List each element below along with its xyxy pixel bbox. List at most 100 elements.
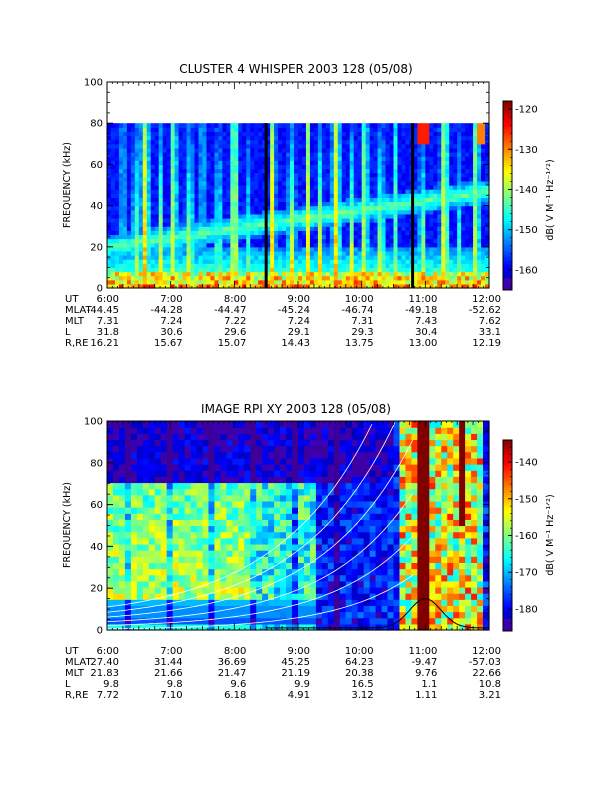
colorbar-swatch	[503, 160, 512, 163]
colorbar-swatch	[503, 509, 512, 513]
ephemeris-value: 21.83	[90, 668, 119, 679]
ephemeris-value: 45.25	[281, 657, 310, 668]
colorbar-swatch	[503, 252, 512, 256]
y-tick-label: 80	[90, 119, 103, 130]
colorbar-swatch	[503, 131, 512, 135]
ephemeris-value: -45.24	[278, 305, 310, 316]
ephemeris-value: 7.24	[160, 316, 182, 327]
colorbar-swatch	[503, 181, 512, 185]
colorbar-swatch	[503, 533, 512, 536]
colorbar-swatch	[503, 490, 512, 494]
colorbar-swatch	[503, 588, 512, 591]
ephemeris-value: 16.21	[90, 338, 119, 349]
colorbar-swatch	[503, 108, 512, 111]
colorbar-swatch	[503, 511, 512, 515]
colorbar-swatch	[503, 110, 512, 114]
ephemeris-value: 7:00	[160, 294, 182, 305]
ephemeris-value: 15.07	[218, 338, 247, 349]
y-tick-label: 20	[90, 242, 103, 253]
colorbar-swatch	[503, 261, 512, 265]
colorbar-swatch	[503, 597, 512, 601]
ephemeris-value: 29.6	[224, 327, 246, 338]
colorbar-swatch	[503, 230, 512, 234]
colorbar-swatch	[503, 604, 512, 608]
cluster-colorbar: -120 -130 -140 -150 -160	[502, 100, 538, 291]
ephemeris-value: 22.66	[472, 668, 501, 679]
colorbar-swatch	[503, 157, 512, 161]
colorbar-swatch	[503, 136, 512, 140]
y-tick-label: 20	[90, 584, 103, 595]
colorbar-swatch	[503, 521, 512, 525]
colorbar-swatch	[503, 456, 512, 460]
colorbar-swatch	[503, 167, 512, 171]
colorbar-swatch	[503, 494, 512, 498]
ephemeris-row-label: MLAT	[65, 305, 92, 316]
colorbar-swatch	[503, 202, 512, 206]
colorbar-swatch	[503, 169, 512, 173]
cluster-y-label: FREQUENCY (kHz)	[62, 142, 73, 228]
cluster-panel: CLUSTER 4 WHISPER 2003 128 (05/08) 0 20 40…	[62, 62, 556, 349]
colorbar-swatch	[503, 155, 512, 159]
ephemeris-value: 27.40	[90, 657, 119, 668]
ephemeris-value: 29.3	[351, 327, 373, 338]
colorbar-tick-label: -130	[515, 145, 538, 156]
y-tick-label: 0	[97, 284, 103, 295]
colorbar-swatch	[503, 480, 512, 484]
colorbar-swatch	[503, 545, 512, 548]
ephemeris-value: 7:00	[160, 646, 182, 657]
colorbar-swatch	[503, 573, 512, 577]
ephemeris-value: 10:00	[345, 294, 374, 305]
ephemeris-value: 12:00	[472, 646, 501, 657]
ephemeris-value: 9.8	[103, 679, 119, 690]
colorbar-swatch	[503, 499, 512, 503]
colorbar-swatch	[503, 447, 512, 451]
ephemeris-value: 7.62	[479, 316, 501, 327]
colorbar-swatch	[503, 468, 512, 472]
colorbar-swatch	[503, 195, 512, 199]
ephemeris-value: 20.38	[345, 668, 374, 679]
cluster-colorbar-label: dB( V M⁻¹ Hz⁻¹ᐟ²)	[545, 159, 556, 240]
colorbar-swatch	[503, 492, 512, 496]
ephemeris-row-label: L	[65, 327, 71, 338]
image-panel: IMAGE RPI XY 2003 128 (05/08) 0 20 40 60 80 1…	[62, 402, 556, 701]
colorbar-swatch	[503, 473, 512, 477]
ephemeris-value: -49.18	[405, 305, 437, 316]
colorbar-swatch	[503, 245, 512, 248]
y-tick-label: 40	[90, 542, 103, 553]
ephemeris-value: 3.12	[351, 690, 373, 701]
colorbar-swatch	[503, 209, 512, 213]
colorbar-swatch	[503, 502, 512, 505]
colorbar-swatch	[503, 162, 512, 166]
colorbar-swatch	[503, 537, 512, 541]
colorbar-swatch	[503, 442, 512, 446]
ephemeris-value: 7.31	[351, 316, 373, 327]
colorbar-swatch	[503, 576, 512, 579]
colorbar-swatch	[503, 174, 512, 178]
colorbar-swatch	[503, 592, 512, 596]
colorbar-swatch	[503, 466, 512, 470]
colorbar-swatch	[503, 115, 512, 119]
colorbar-swatch	[503, 171, 512, 175]
colorbar-swatch	[503, 614, 512, 618]
colorbar-swatch	[503, 571, 512, 575]
ephemeris-value: 21.47	[218, 668, 247, 679]
colorbar-swatch	[503, 444, 512, 448]
colorbar-swatch	[503, 259, 512, 263]
colorbar-swatch	[503, 126, 512, 130]
ephemeris-value: 7.43	[415, 316, 437, 327]
ephemeris-row-label: L	[65, 679, 71, 690]
colorbar-swatch	[503, 112, 512, 116]
ephemeris-value: 6.18	[224, 690, 246, 701]
colorbar-swatch	[503, 578, 512, 582]
image-ephemeris-table: UT 6:00 7:00 8:00 9:00 10:00 11:00 12:00 MLAT27.…	[65, 646, 501, 701]
ephemeris-value: 11:00	[409, 646, 438, 657]
ephemeris-value: 9:00	[288, 294, 310, 305]
colorbar-swatch	[503, 585, 512, 589]
colorbar-swatch	[503, 178, 512, 182]
colorbar-tick-label: -170	[515, 568, 538, 579]
colorbar-swatch	[503, 542, 512, 546]
colorbar-tick-label: -150	[515, 494, 538, 505]
ephemeris-value: 8:00	[224, 294, 246, 305]
ephemeris-row-label: MLAT	[65, 657, 92, 668]
ephemeris-value: 30.6	[160, 327, 182, 338]
